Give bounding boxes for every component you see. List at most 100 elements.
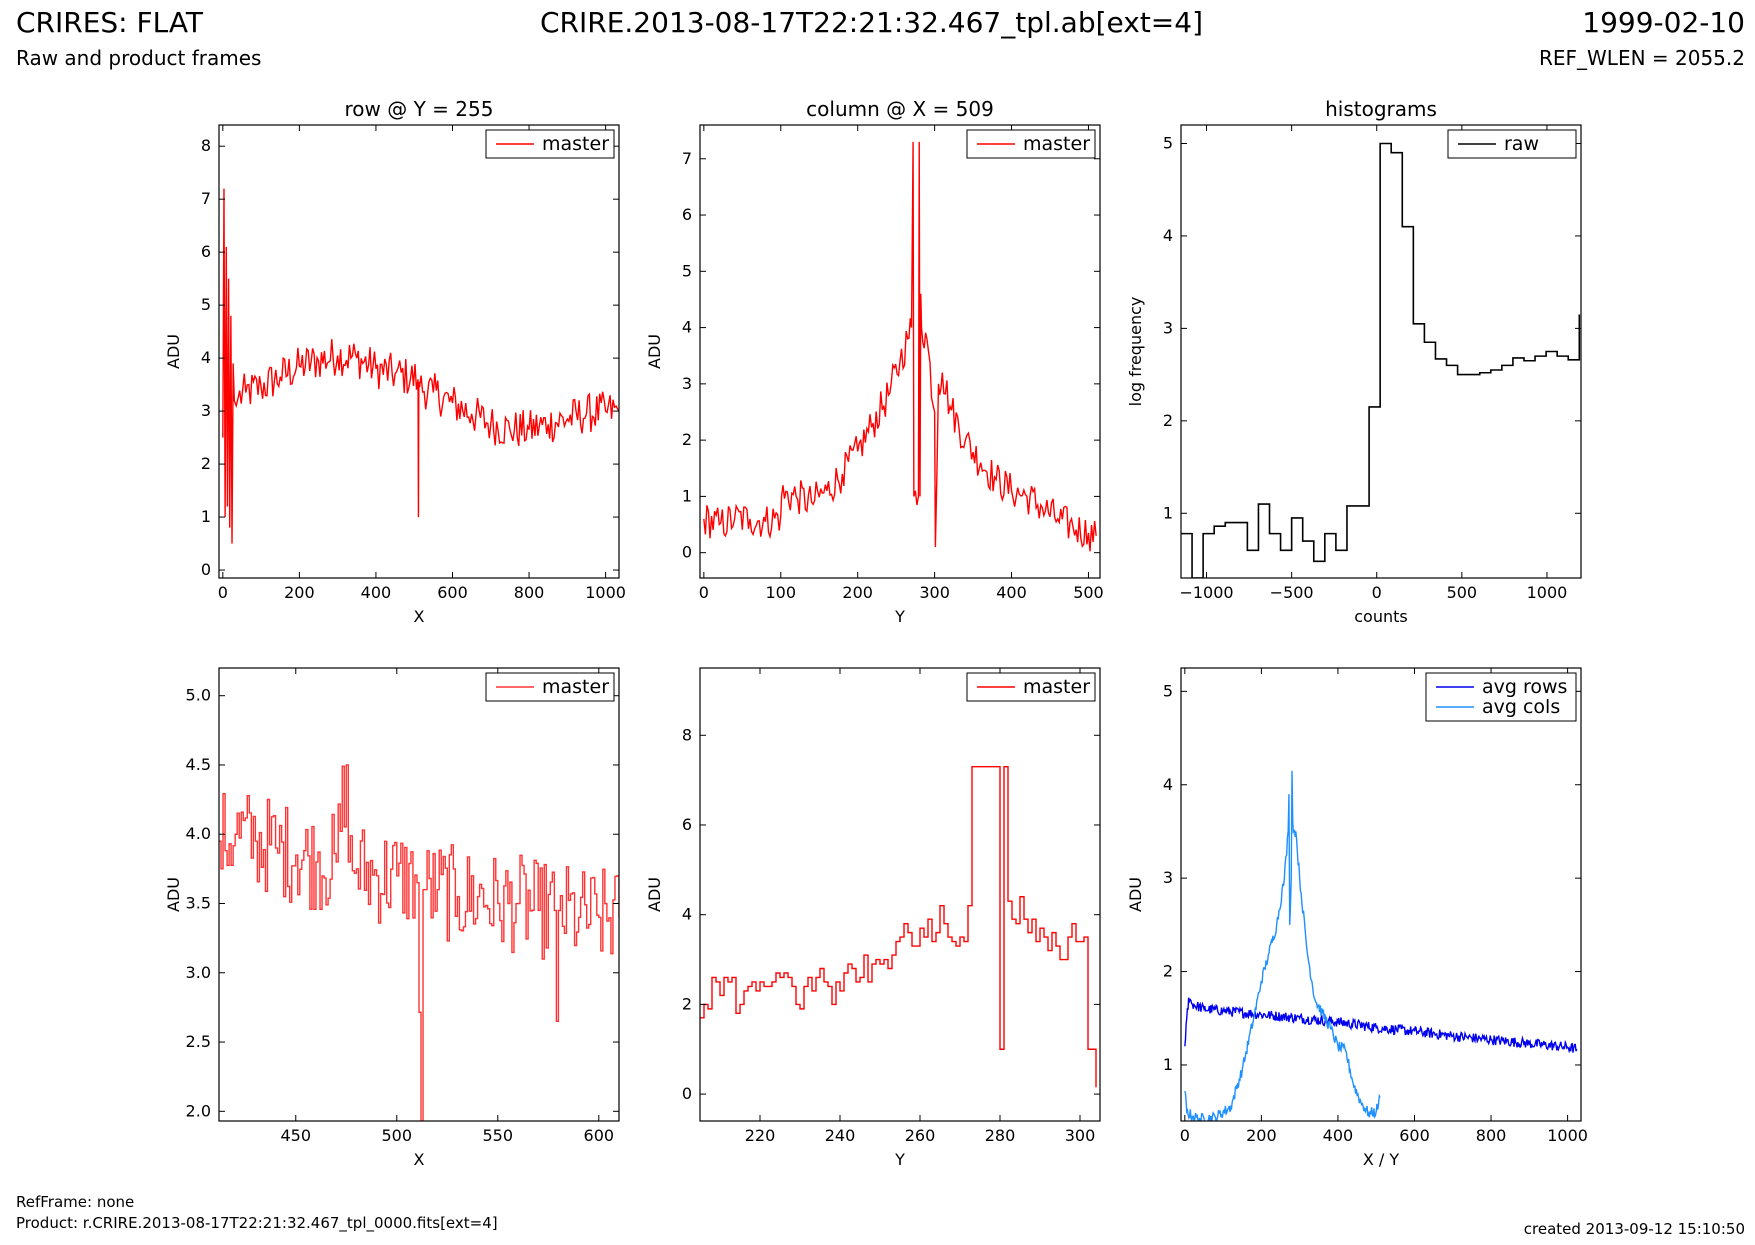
x-tick-label: 0 <box>699 583 709 602</box>
x-tick-label: 600 <box>1399 1126 1430 1145</box>
y-tick-label: 4.0 <box>186 824 211 843</box>
plot-frame <box>1180 667 1582 1122</box>
y-tick-label: 3.0 <box>186 963 211 982</box>
y-tick-label: 1 <box>1163 503 1173 522</box>
legend: master <box>485 672 615 702</box>
y-tick-label: 5 <box>682 261 692 280</box>
plot-frame <box>218 667 620 1122</box>
chart-4: 450 500 550 600 2.0 2.5 3.0 3.5 4.0 4.5 5.0 X ADU mas… <box>164 667 620 1169</box>
x-tick-label: 400 <box>1323 1126 1354 1145</box>
chart-2: 0 100 200 300 400 500 0 1 2 3 4 5 6 7 column @ X = 509… <box>645 97 1104 626</box>
x-axis-label: Y <box>894 607 905 626</box>
file-title: CRIRE.2013-08-17T22:21:32.467_tpl.ab[ext… <box>540 6 1204 39</box>
x-tick-label: 200 <box>284 583 315 602</box>
y-tick-label: 2 <box>682 994 692 1013</box>
y-tick-label: 7 <box>201 189 211 208</box>
y-tick-label: 2.5 <box>186 1032 211 1051</box>
legend-label: master <box>542 676 609 698</box>
y-tick-label: 6 <box>682 815 692 834</box>
y-tick-label: 2.0 <box>186 1101 211 1120</box>
legend: raw <box>1447 129 1577 159</box>
plot-frame <box>699 124 1101 579</box>
x-tick-label: 500 <box>382 1126 413 1145</box>
x-tick-label: 550 <box>483 1126 514 1145</box>
x-tick-label: 300 <box>919 583 950 602</box>
x-tick-label: 260 <box>905 1126 936 1145</box>
y-tick-label: 3.5 <box>186 894 211 913</box>
y-tick-label: 3 <box>201 401 211 420</box>
series-line-1 <box>1184 997 1578 1054</box>
plot-frame <box>218 124 620 579</box>
legend-label: master <box>542 133 609 155</box>
refframe-label: RefFrame: none <box>16 1193 135 1211</box>
x-tick-label: 400 <box>361 583 392 602</box>
x-tick-label: 800 <box>514 583 545 602</box>
plot-frame <box>1180 124 1582 579</box>
product-label: Product: r.CRIRE.2013-08-17T22:21:32.467… <box>16 1214 498 1232</box>
x-axis-label: Y <box>894 1150 905 1169</box>
created-label: created 2013-09-12 15:10:50 <box>1523 1220 1745 1238</box>
y-tick-label: 1 <box>1163 1055 1173 1074</box>
x-tick-label: 450 <box>280 1126 311 1145</box>
x-tick-label: 0 <box>218 583 228 602</box>
x-tick-label: 1000 <box>1547 1126 1588 1145</box>
y-tick-label: 4 <box>682 318 692 337</box>
legend-label: raw <box>1504 133 1539 155</box>
x-tick-label: 300 <box>1065 1126 1096 1145</box>
x-axis-label: X <box>414 607 425 626</box>
legend-label: avg cols <box>1482 696 1560 718</box>
x-tick-label: 400 <box>996 583 1027 602</box>
y-tick-label: 4.5 <box>186 755 211 774</box>
legend-label: avg rows <box>1482 676 1567 698</box>
chart-6: 0 200 400 600 800 1000 1 2 3 4 5 X / Y ADU avg rowsav… <box>1126 667 1588 1169</box>
y-tick-label: 0 <box>682 543 692 562</box>
y-axis-label: ADU <box>645 334 664 369</box>
x-axis-label: X <box>414 1150 425 1169</box>
legend: master <box>966 672 1096 702</box>
x-tick-label: 220 <box>745 1126 776 1145</box>
y-tick-label: 5 <box>1163 681 1173 700</box>
legend-label: master <box>1023 133 1090 155</box>
y-tick-label: 5 <box>1163 133 1173 152</box>
y-tick-label: 5.0 <box>186 686 211 705</box>
y-tick-label: 0 <box>682 1084 692 1103</box>
plot-frame <box>699 667 1101 1122</box>
y-tick-label: 3 <box>682 374 692 393</box>
chart-title: row @ Y = 255 <box>345 97 494 121</box>
page-title: CRIRES: FLAT <box>16 6 203 39</box>
date-label: 1999-02-10 <box>1582 6 1745 39</box>
legend: master <box>966 129 1096 159</box>
y-axis-label: ADU <box>645 877 664 912</box>
ref-wlen-label: REF_WLEN = 2055.2 <box>1538 46 1745 70</box>
y-tick-label: 1 <box>201 507 211 526</box>
x-tick-label: 100 <box>765 583 796 602</box>
x-tick-label: 280 <box>985 1126 1016 1145</box>
y-tick-label: 0 <box>201 560 211 579</box>
y-tick-label: 1 <box>682 486 692 505</box>
chart-title: histograms <box>1325 97 1437 121</box>
series-line-2 <box>1184 770 1381 1121</box>
y-tick-label: 2 <box>1163 962 1173 981</box>
x-tick-label: 1000 <box>585 583 626 602</box>
y-tick-label: 3 <box>1163 318 1173 337</box>
y-tick-label: 6 <box>682 205 692 224</box>
series-line-1 <box>703 141 1097 552</box>
x-axis-label: X / Y <box>1363 1150 1400 1169</box>
y-axis-label: ADU <box>164 877 183 912</box>
x-tick-label: 200 <box>842 583 873 602</box>
y-tick-label: 8 <box>682 725 692 744</box>
series-line-1 <box>222 188 619 544</box>
x-tick-label: 500 <box>1073 583 1104 602</box>
x-tick-label: 600 <box>437 583 468 602</box>
x-tick-label: 500 <box>1447 583 1478 602</box>
legend-label: master <box>1023 676 1090 698</box>
legend-box <box>966 129 1096 159</box>
y-tick-label: 5 <box>201 295 211 314</box>
y-tick-label: 8 <box>201 136 211 155</box>
x-tick-label: 0 <box>1180 1126 1190 1145</box>
x-tick-label: 200 <box>1246 1126 1277 1145</box>
x-tick-label: 240 <box>825 1126 856 1145</box>
y-tick-label: 2 <box>682 430 692 449</box>
x-tick-label: 1000 <box>1527 583 1568 602</box>
